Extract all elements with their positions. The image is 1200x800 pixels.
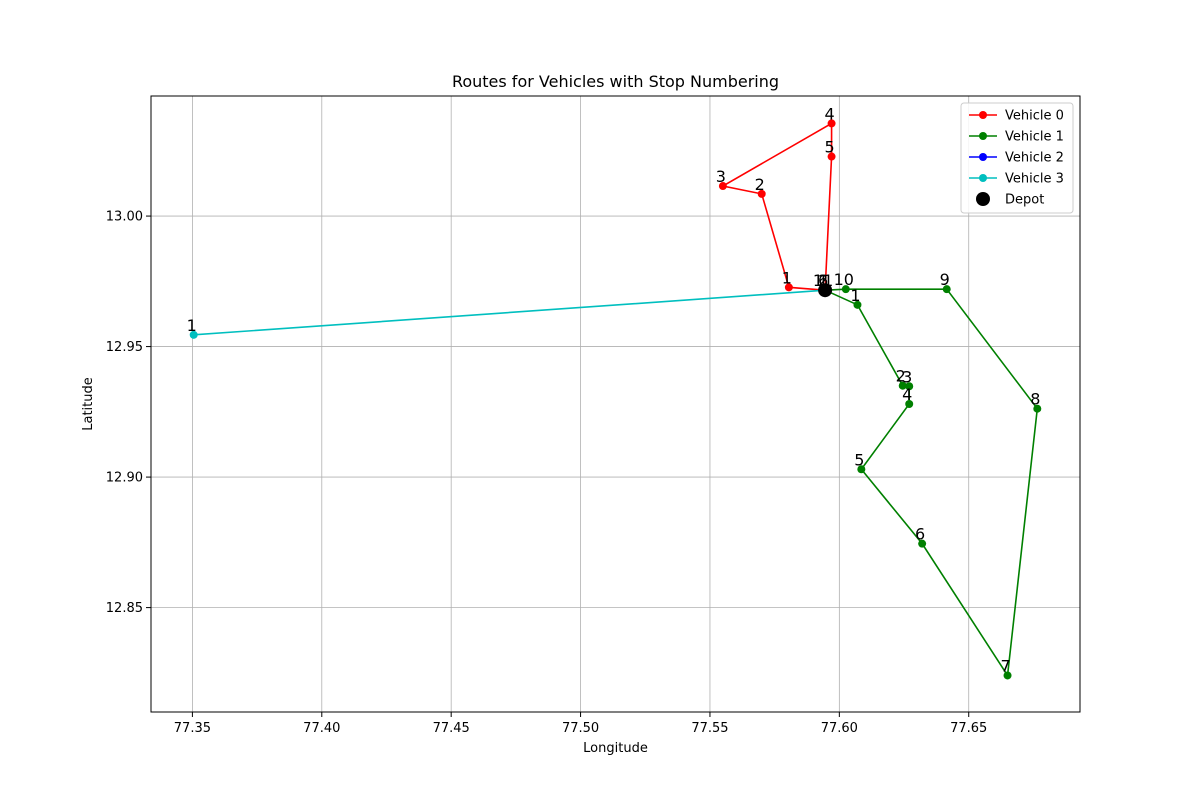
axis-ticks: 77.35 77.40 77.45 77.50 77.55 77.60 77.65 12.85… bbox=[106, 210, 988, 736]
legend-depot-swatch bbox=[976, 192, 990, 206]
y-tick-label: 13.00 bbox=[106, 210, 143, 225]
route-point-vehicle-1 bbox=[898, 381, 907, 390]
stop-label: 1 bbox=[187, 316, 197, 335]
grid-lines bbox=[151, 96, 1080, 712]
x-tick-label: 77.55 bbox=[691, 721, 728, 736]
route-point-vehicle-0 bbox=[827, 119, 836, 128]
x-axis-label: Longitude bbox=[583, 741, 648, 756]
route-point-vehicle-0 bbox=[757, 189, 766, 198]
legend-marker-swatch bbox=[979, 111, 987, 119]
stop-label: 2 bbox=[896, 367, 906, 386]
legend-entry-label: Depot bbox=[1005, 193, 1044, 208]
y-axis-label: Latitude bbox=[81, 377, 96, 431]
stop-label: 3 bbox=[902, 367, 912, 386]
legend: Vehicle 0 Vehicle 1 Vehicle 2 Vehicle 3 Depo… bbox=[960, 102, 1074, 214]
route-point-vehicle-1 bbox=[853, 300, 862, 309]
stop-label: 1 bbox=[818, 271, 828, 290]
route-point-vehicle-1 bbox=[857, 465, 866, 474]
stop-label: 10 bbox=[834, 270, 854, 289]
legend-marker-swatch bbox=[979, 132, 987, 140]
legend-box bbox=[960, 102, 1074, 214]
x-tick-label: 77.65 bbox=[950, 721, 987, 736]
route-point-vehicle-0 bbox=[827, 152, 836, 161]
stop-label: 2 bbox=[818, 271, 828, 290]
route-lines bbox=[189, 119, 1042, 680]
route-point-vehicle-1 bbox=[841, 285, 850, 294]
series-line-vehicle-1 bbox=[824, 288, 1039, 678]
legend-entry-label: Vehicle 2 bbox=[1005, 151, 1064, 166]
route-point-vehicle-1 bbox=[942, 285, 951, 294]
legend-marker-swatch bbox=[979, 153, 987, 161]
stop-label: 1 bbox=[850, 286, 860, 305]
legend-entry-label: Vehicle 0 bbox=[1005, 109, 1064, 124]
stop-label: 5 bbox=[824, 138, 834, 157]
stop-label: 5 bbox=[854, 450, 864, 469]
stop-label: 9 bbox=[940, 270, 950, 289]
stop-label: 4 bbox=[824, 104, 834, 123]
x-tick-label: 77.35 bbox=[174, 721, 211, 736]
legend-entry-label: Vehicle 1 bbox=[1005, 130, 1064, 145]
x-tick-label: 77.40 bbox=[303, 721, 340, 736]
route-point-vehicle-1 bbox=[905, 400, 914, 408]
depot-marker bbox=[818, 283, 833, 298]
route-point-vehicle-0 bbox=[718, 182, 727, 191]
route-point-vehicle-3 bbox=[189, 330, 198, 339]
y-tick-label: 12.90 bbox=[106, 471, 143, 486]
route-point-vehicle-1 bbox=[905, 382, 914, 391]
stop-label: 6 bbox=[818, 271, 828, 290]
x-tick-label: 77.50 bbox=[562, 721, 599, 736]
route-point-vehicle-1 bbox=[1033, 404, 1042, 413]
y-tick-label: 12.85 bbox=[106, 601, 143, 616]
plot-frame bbox=[150, 95, 1081, 713]
x-tick-label: 77.45 bbox=[433, 721, 470, 736]
stop-label: 6 bbox=[915, 525, 925, 544]
route-point-vehicle-0 bbox=[784, 283, 793, 292]
stop-label: 1 bbox=[782, 268, 792, 287]
route-point-vehicle-1 bbox=[918, 539, 927, 548]
stop-label: 2 bbox=[755, 175, 765, 194]
legend-entry-label: Vehicle 3 bbox=[1005, 172, 1064, 187]
chart-title: Routes for Vehicles with Stop Numbering bbox=[452, 72, 779, 91]
stop-label: 3 bbox=[716, 167, 726, 186]
y-tick-label: 12.95 bbox=[106, 340, 143, 355]
route-point-vehicle-1 bbox=[1003, 671, 1012, 680]
stop-label: 11 bbox=[813, 271, 833, 290]
x-tick-label: 77.60 bbox=[821, 721, 858, 736]
stop-label: 4 bbox=[902, 385, 912, 404]
stop-label: 8 bbox=[1030, 390, 1040, 409]
stop-label: 7 bbox=[1000, 656, 1010, 675]
legend-marker-swatch bbox=[979, 174, 987, 182]
